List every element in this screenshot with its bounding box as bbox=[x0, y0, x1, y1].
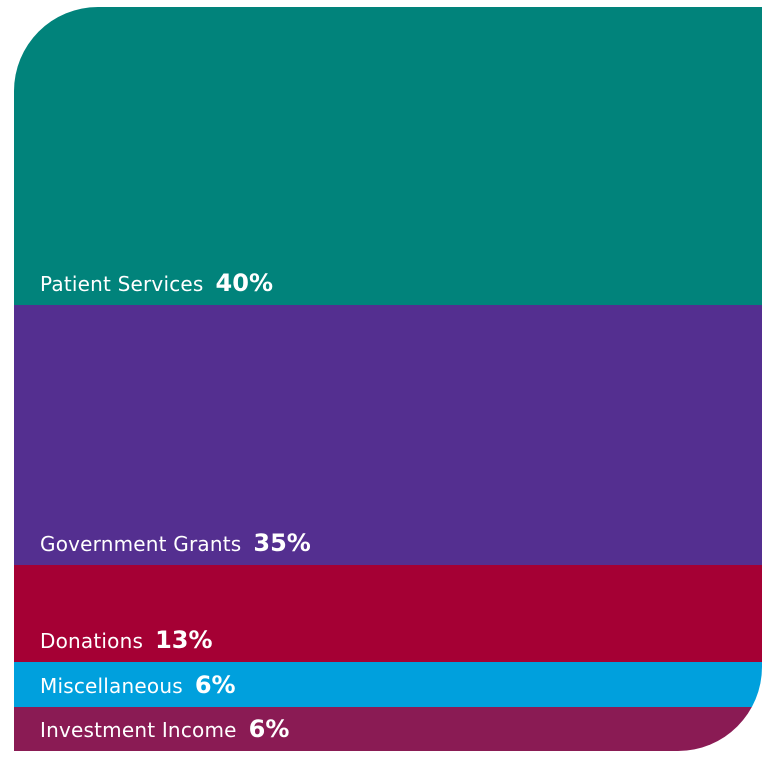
segment-label: Miscellaneous 6% bbox=[40, 673, 236, 697]
segment-label: Donations 13% bbox=[40, 628, 213, 652]
value-label: 6% bbox=[195, 671, 236, 699]
value-label: 35% bbox=[253, 529, 310, 557]
category-label: Government Grants bbox=[40, 532, 241, 556]
category-label: Donations bbox=[40, 629, 143, 653]
value-label: 13% bbox=[155, 626, 212, 654]
category-label: Investment Income bbox=[40, 718, 237, 742]
segment-label: Patient Services 40% bbox=[40, 271, 273, 295]
category-label: Patient Services bbox=[40, 272, 204, 296]
bar-segment-patient-services: Patient Services 40% bbox=[14, 7, 762, 305]
bar-segment-donations: Donations 13% bbox=[14, 565, 762, 662]
segment-label: Government Grants 35% bbox=[40, 531, 311, 555]
revenue-breakdown-chart: Patient Services 40% Government Grants 35% D… bbox=[14, 7, 762, 751]
bar-segment-miscellaneous: Miscellaneous 6% bbox=[14, 662, 762, 707]
category-label: Miscellaneous bbox=[40, 674, 183, 698]
bar-segment-investment-income: Investment Income 6% bbox=[14, 707, 762, 751]
value-label: 6% bbox=[249, 715, 290, 743]
bar-segment-government-grants: Government Grants 35% bbox=[14, 305, 762, 565]
segment-label: Investment Income 6% bbox=[40, 717, 289, 741]
value-label: 40% bbox=[216, 269, 273, 297]
